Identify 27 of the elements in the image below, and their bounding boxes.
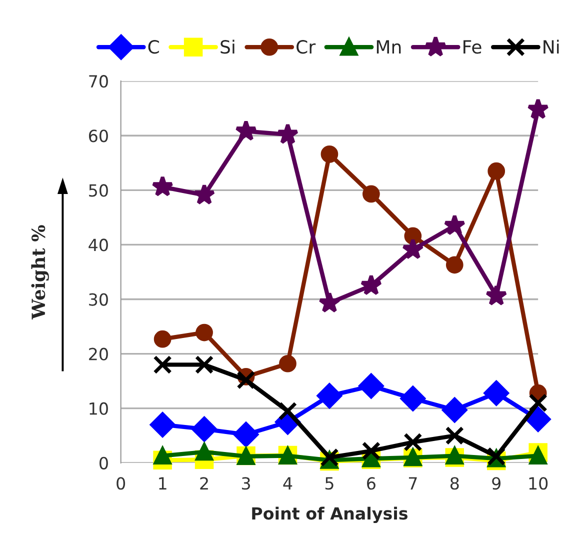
x-tick-label: 1 [159,477,166,490]
legend-label: Cr [296,40,316,54]
y-tick-label: 30 [89,293,108,306]
legend-label: Mn [376,40,401,54]
x-tick-label: 6 [367,477,376,490]
x-tick-label: 8 [450,477,459,490]
x-tick-label: 0 [116,477,126,490]
y-tick-label: 70 [89,75,108,88]
y-axis-title: Weight % [31,225,49,320]
x-tick-label: 2 [200,477,208,490]
legend-label: Si [220,40,234,54]
y-tick-label: 40 [88,238,108,252]
y-tick-label: 0 [100,456,108,470]
x-tick-label: 7 [408,477,417,490]
x-tick-label: 5 [325,477,334,490]
legend-label: C [148,40,159,54]
y-tick-label: 60 [88,130,108,142]
y-tick-label: 50 [89,184,108,197]
x-tick-label: 9 [492,477,500,490]
y-tick-label: 10 [90,402,108,415]
x-tick-label: 10 [529,477,548,490]
x-axis-title: Point of Analysis [252,506,408,524]
y-tick-label: 20 [89,348,108,360]
legend-label: Fe [464,40,482,54]
x-tick-label: 3 [242,477,250,490]
x-tick-label: 4 [283,477,292,490]
legend-label: Ni [544,40,559,54]
